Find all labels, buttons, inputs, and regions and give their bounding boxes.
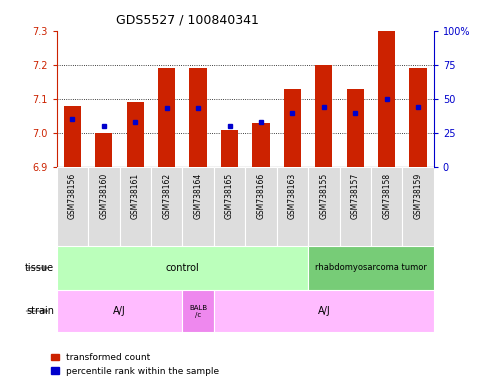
Text: GSM738161: GSM738161 xyxy=(131,172,140,218)
Text: GSM738166: GSM738166 xyxy=(256,172,266,219)
Text: GSM738155: GSM738155 xyxy=(319,172,328,219)
Bar xyxy=(378,31,395,167)
Text: GSM738156: GSM738156 xyxy=(68,172,77,219)
FancyBboxPatch shape xyxy=(214,290,434,332)
FancyBboxPatch shape xyxy=(245,167,277,246)
Text: GSM738158: GSM738158 xyxy=(382,172,391,218)
FancyBboxPatch shape xyxy=(277,167,308,246)
Text: GSM738162: GSM738162 xyxy=(162,172,171,218)
Bar xyxy=(189,68,207,167)
FancyBboxPatch shape xyxy=(182,290,214,332)
Bar xyxy=(284,89,301,167)
FancyBboxPatch shape xyxy=(402,167,434,246)
FancyBboxPatch shape xyxy=(214,167,245,246)
Text: GSM738159: GSM738159 xyxy=(414,172,423,219)
Bar xyxy=(252,123,270,167)
Text: rhabdomyosarcoma tumor: rhabdomyosarcoma tumor xyxy=(315,263,427,272)
Bar xyxy=(95,133,112,167)
Text: BALB
/c: BALB /c xyxy=(189,305,207,318)
Legend: transformed count, percentile rank within the sample: transformed count, percentile rank withi… xyxy=(51,353,219,376)
Text: GSM738163: GSM738163 xyxy=(288,172,297,219)
Bar xyxy=(221,129,238,167)
FancyBboxPatch shape xyxy=(88,167,119,246)
Bar xyxy=(158,68,176,167)
Text: strain: strain xyxy=(26,306,54,316)
Bar xyxy=(64,106,81,167)
Text: GSM738164: GSM738164 xyxy=(194,172,203,219)
Text: A/J: A/J xyxy=(317,306,330,316)
FancyBboxPatch shape xyxy=(57,290,182,332)
Bar xyxy=(410,68,427,167)
Text: GSM738157: GSM738157 xyxy=(351,172,360,219)
FancyBboxPatch shape xyxy=(340,167,371,246)
Text: GDS5527 / 100840341: GDS5527 / 100840341 xyxy=(116,13,259,26)
FancyBboxPatch shape xyxy=(119,167,151,246)
Bar xyxy=(315,65,332,167)
Text: control: control xyxy=(166,263,199,273)
Text: GSM738165: GSM738165 xyxy=(225,172,234,219)
FancyBboxPatch shape xyxy=(308,246,434,290)
Bar xyxy=(347,89,364,167)
Text: tissue: tissue xyxy=(25,263,54,273)
FancyBboxPatch shape xyxy=(371,167,402,246)
Bar xyxy=(127,102,144,167)
FancyBboxPatch shape xyxy=(57,246,308,290)
FancyBboxPatch shape xyxy=(151,167,182,246)
Text: A/J: A/J xyxy=(113,306,126,316)
FancyBboxPatch shape xyxy=(308,167,340,246)
FancyBboxPatch shape xyxy=(57,167,88,246)
Text: GSM738160: GSM738160 xyxy=(99,172,108,219)
FancyBboxPatch shape xyxy=(182,167,214,246)
